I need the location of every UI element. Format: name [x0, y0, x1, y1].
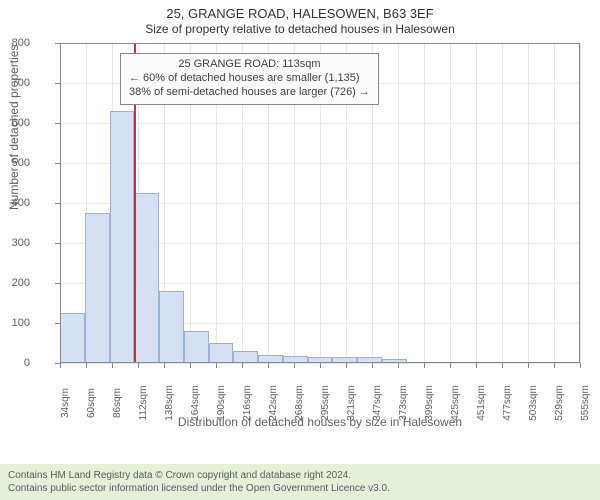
x-tick-label: 34sqm [60, 388, 71, 418]
x-tick-mark [398, 363, 399, 368]
subtitle-text: Size of property relative to detached ho… [145, 22, 455, 36]
x-tick-mark [164, 363, 165, 368]
page-title: 25, GRANGE ROAD, HALESOWEN, B63 3EF [0, 0, 600, 22]
footer: Contains HM Land Registry data © Crown c… [0, 464, 600, 500]
x-tick-mark [268, 363, 269, 368]
x-tick-mark [554, 363, 555, 368]
x-tick-mark [86, 363, 87, 368]
x-axis-label: Distribution of detached houses by size … [60, 415, 580, 429]
callout-line2: ← 60% of detached houses are smaller (1,… [129, 72, 370, 86]
x-tick-label: 60sqm [86, 388, 97, 418]
x-tick-mark [372, 363, 373, 368]
callout-line1: 25 GRANGE ROAD: 113sqm [129, 58, 370, 72]
x-tick-mark [216, 363, 217, 368]
x-tick-label: 555sqm [580, 385, 591, 421]
footer-line1: Contains HM Land Registry data © Crown c… [8, 469, 592, 482]
x-tick-mark [346, 363, 347, 368]
x-tick-mark [190, 363, 191, 368]
x-tick-mark [424, 363, 425, 368]
y-axis-label-wrap: Number of detached properties [14, 43, 34, 363]
x-tick-mark [242, 363, 243, 368]
x-tick-mark [112, 363, 113, 368]
x-tick-mark [502, 363, 503, 368]
x-axis-label-text: Distribution of detached houses by size … [178, 415, 462, 429]
histogram-chart: 0100200300400500600700800 34sqm60sqm86sq… [60, 43, 580, 363]
x-tick-label: 86sqm [112, 388, 123, 418]
x-tick-mark [476, 363, 477, 368]
page-subtitle: Size of property relative to detached ho… [0, 22, 600, 37]
x-tick-mark [528, 363, 529, 368]
v-gridline [580, 43, 581, 363]
x-tick-mark [320, 363, 321, 368]
x-tick-mark [138, 363, 139, 368]
callout-line3: 38% of semi-detached houses are larger (… [129, 86, 370, 100]
title-text: 25, GRANGE ROAD, HALESOWEN, B63 3EF [166, 6, 433, 21]
footer-line2: Contains public sector information licen… [8, 482, 592, 495]
callout-box: 25 GRANGE ROAD: 113sqm ← 60% of detached… [120, 53, 379, 104]
x-tick-mark [450, 363, 451, 368]
x-tick-mark [580, 363, 581, 368]
x-tick-mark [294, 363, 295, 368]
x-tick-mark [60, 363, 61, 368]
